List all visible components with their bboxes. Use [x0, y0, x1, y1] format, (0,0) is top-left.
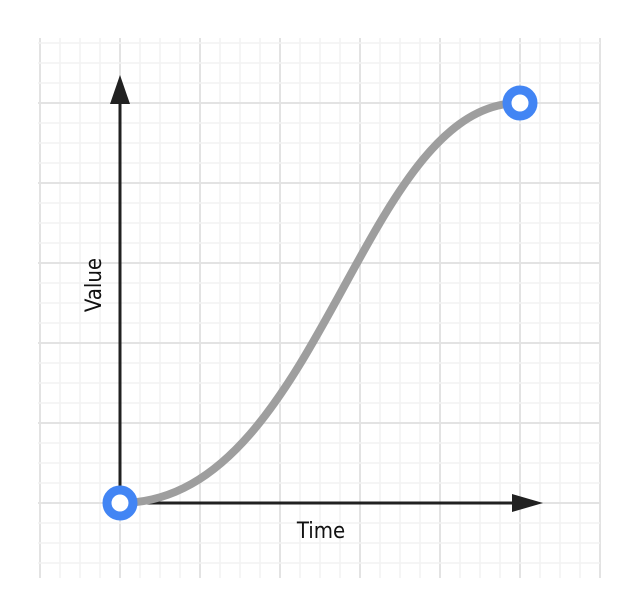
grid: [38, 38, 601, 578]
y-axis-label: Value: [82, 258, 107, 312]
x-axis: [120, 494, 543, 512]
x-axis-arrowhead: [512, 494, 543, 512]
start-point: [102, 485, 138, 521]
easing-curve: [116, 99, 524, 507]
end-point: [502, 85, 538, 121]
y-axis: [110, 75, 130, 503]
x-axis-label: Time: [296, 519, 345, 544]
y-axis-arrowhead: [110, 75, 130, 104]
